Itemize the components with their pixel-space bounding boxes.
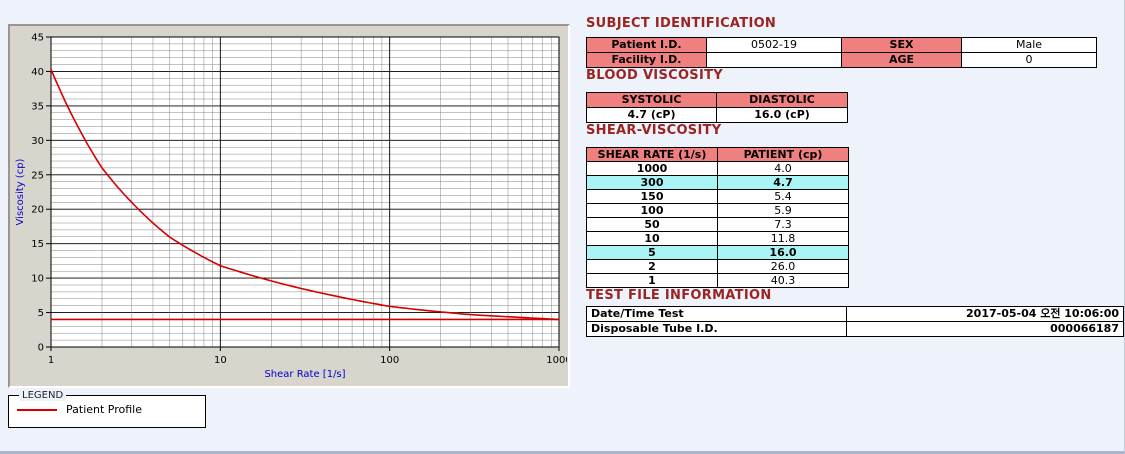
patient-id-label: Patient I.D.: [586, 37, 707, 53]
date-time-test-value: 2017-05-04 오전 10:06:00: [846, 306, 1124, 322]
shear-rate-cell: 1000: [586, 161, 718, 176]
shear-viscosity-table: SHEAR RATE (1/s) PATIENT (cp) 1000 4.0 3…: [586, 147, 849, 288]
shear-rate-cell: 300: [586, 175, 718, 190]
patient-value-cell: 5.4: [717, 189, 849, 204]
patient-value-cell: 40.3: [717, 273, 849, 288]
svg-text:45: 45: [31, 33, 44, 44]
patient-value-cell: 7.3: [717, 217, 849, 232]
diastolic-value: 16.0 (cP): [716, 107, 848, 123]
svg-text:0: 0: [38, 343, 44, 354]
table-row: Disposable Tube I.D. 000066187: [586, 321, 1124, 337]
svg-text:35: 35: [31, 101, 44, 112]
chart-legend: LEGEND Patient Profile: [8, 390, 206, 428]
subject-identification-title: SUBJECT IDENTIFICATION: [586, 16, 777, 31]
legend-series-label: Patient Profile: [66, 403, 143, 416]
svg-text:10: 10: [31, 274, 44, 285]
shear-rate-cell: 2: [586, 259, 718, 274]
blood-viscosity-table: SYSTOLIC DIASTOLIC 4.7 (cP) 16.0 (cP): [586, 92, 848, 123]
table-row-highlighted: 300 4.7: [586, 175, 849, 190]
patient-id-value: 0502-19: [706, 37, 842, 53]
shear-rate-cell: 50: [586, 217, 718, 232]
subject-identification-table: Patient I.D. 0502-19 SEX Male Facility I…: [586, 37, 1097, 68]
table-row: Facility I.D. AGE 0: [586, 52, 1097, 68]
patient-cp-header: PATIENT (cp): [717, 147, 849, 162]
svg-text:10: 10: [214, 355, 227, 366]
svg-text:30: 30: [31, 136, 44, 147]
svg-text:1000: 1000: [546, 355, 567, 366]
patient-value-cell: 26.0: [717, 259, 849, 274]
shear-rate-cell: 100: [586, 203, 718, 218]
table-row: Date/Time Test 2017-05-04 오전 10:06:00: [586, 306, 1124, 322]
patient-value-cell: 16.0: [717, 245, 849, 260]
table-header-row: SHEAR RATE (1/s) PATIENT (cp): [586, 147, 849, 162]
patient-value-cell: 11.8: [717, 231, 849, 246]
table-row: SYSTOLIC DIASTOLIC: [586, 92, 848, 108]
test-file-information-table: Date/Time Test 2017-05-04 오전 10:06:00 Di…: [586, 306, 1124, 337]
sex-value: Male: [961, 37, 1097, 53]
systolic-header: SYSTOLIC: [586, 92, 717, 108]
shear-rate-cell: 5: [586, 245, 718, 260]
table-row: 50 7.3: [586, 217, 849, 232]
shear-rate-cell: 10: [586, 231, 718, 246]
age-label: AGE: [841, 52, 962, 68]
table-row-highlighted: 5 16.0: [586, 245, 849, 260]
shear-rate-cell: 150: [586, 189, 718, 204]
disposable-tube-id-value: 000066187: [846, 321, 1124, 337]
age-value: 0: [961, 52, 1097, 68]
patient-value-cell: 4.7: [717, 175, 849, 190]
shear-viscosity-title: SHEAR-VISCOSITY: [586, 123, 722, 138]
date-time-test-label: Date/Time Test: [586, 306, 847, 322]
svg-text:20: 20: [31, 205, 44, 216]
blood-viscosity-title: BLOOD VISCOSITY: [586, 68, 723, 83]
legend-entry: Patient Profile: [17, 403, 197, 416]
sex-label: SEX: [841, 37, 962, 53]
facility-id-label: Facility I.D.: [586, 52, 707, 68]
shear-rate-header: SHEAR RATE (1/s): [586, 147, 718, 162]
table-row: 150 5.4: [586, 189, 849, 204]
patient-value-cell: 5.9: [717, 203, 849, 218]
table-row: 1 40.3: [586, 273, 849, 288]
legend-title: LEGEND: [19, 390, 67, 401]
test-file-information-title: TEST FILE INFORMATION: [586, 288, 772, 303]
table-row: 10 11.8: [586, 231, 849, 246]
systolic-value: 4.7 (cP): [586, 107, 717, 123]
diastolic-header: DIASTOLIC: [716, 92, 848, 108]
report-info-panel: SUBJECT IDENTIFICATION Patient I.D. 0502…: [586, 16, 1124, 337]
svg-text:5: 5: [38, 308, 44, 319]
patient-profile-line-swatch: [17, 408, 57, 411]
viscosity-chart-panel: 0 5 10 15 20 25 30 35 40 45 1 10 100 1000 Shear Rate […: [8, 24, 570, 388]
svg-text:1: 1: [48, 355, 54, 366]
table-row: 4.7 (cP) 16.0 (cP): [586, 107, 848, 123]
svg-text:Shear Rate [1/s]: Shear Rate [1/s]: [264, 369, 345, 380]
table-row: 1000 4.0: [586, 161, 849, 176]
svg-text:Viscosity (cp): Viscosity (cp): [15, 158, 26, 225]
svg-text:40: 40: [31, 67, 44, 78]
svg-text:100: 100: [380, 355, 399, 366]
viscosity-chart: 0 5 10 15 20 25 30 35 40 45 1 10 100 1000 Shear Rate […: [15, 33, 567, 381]
table-row: 100 5.9: [586, 203, 849, 218]
table-row: Patient I.D. 0502-19 SEX Male: [586, 37, 1097, 53]
disposable-tube-id-label: Disposable Tube I.D.: [586, 321, 847, 337]
patient-value-cell: 4.0: [717, 161, 849, 176]
shear-rate-cell: 1: [586, 273, 718, 288]
svg-text:25: 25: [31, 170, 44, 181]
facility-id-value: [706, 52, 842, 68]
table-row: 2 26.0: [586, 259, 849, 274]
svg-text:15: 15: [31, 239, 44, 250]
